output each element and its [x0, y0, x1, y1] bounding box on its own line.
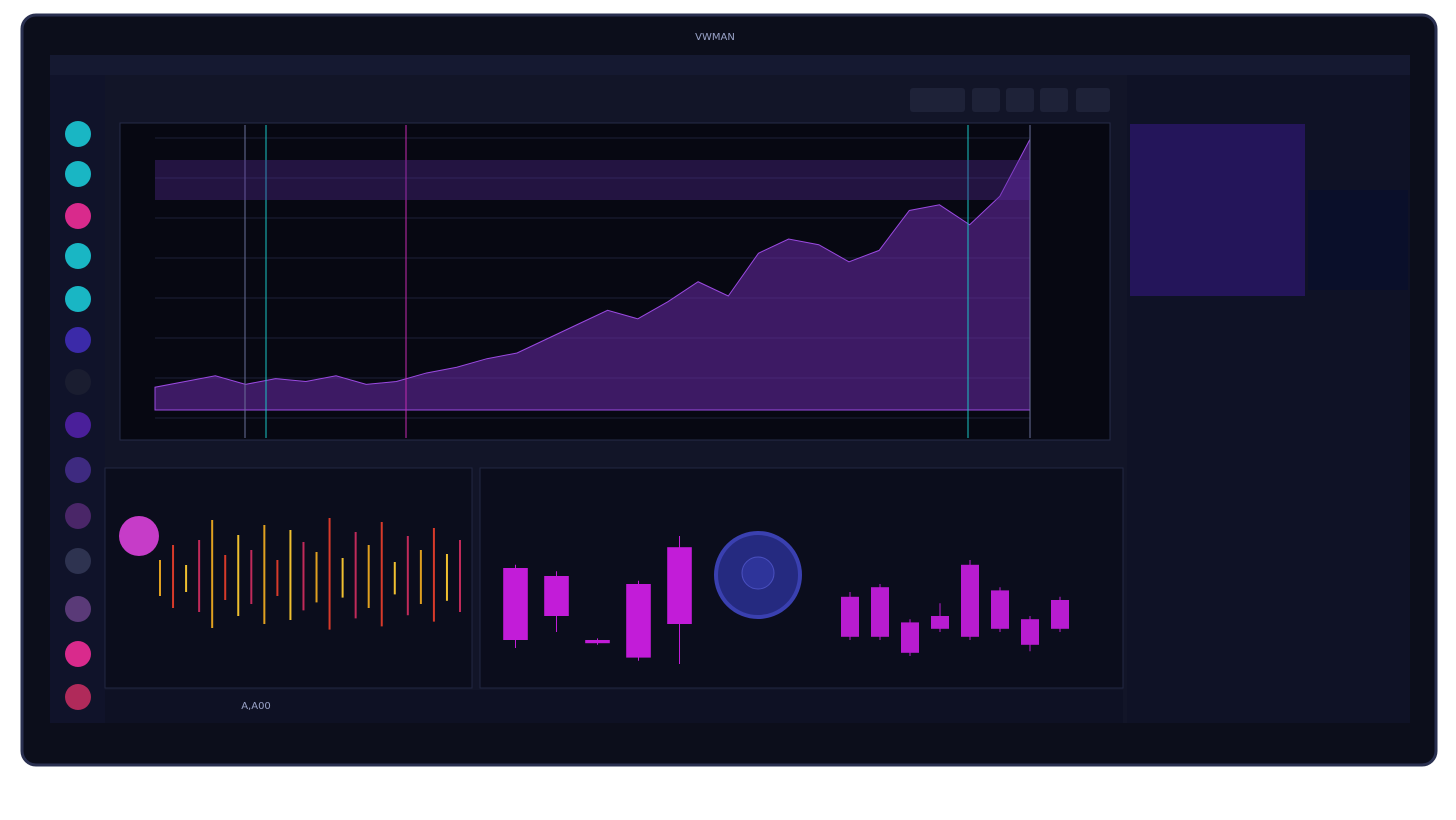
candle-body: [991, 590, 1009, 629]
tool-button[interactable]: [1040, 88, 1068, 112]
candle-body: [1051, 600, 1069, 629]
candle-body: [544, 576, 569, 616]
icon[interactable]: [65, 243, 91, 269]
candle-body: [585, 640, 610, 644]
status-value: A,A00: [241, 701, 271, 712]
tool-button[interactable]: [910, 88, 965, 112]
toolbar: [910, 88, 1110, 112]
gauge-center: [741, 556, 775, 590]
icon[interactable]: [65, 161, 91, 187]
candle-body: [667, 547, 692, 624]
sidebar-icons: [65, 121, 91, 710]
candle-body: [626, 584, 651, 658]
candle-body: [841, 596, 859, 637]
icon[interactable]: [65, 121, 91, 147]
candle-body: [931, 616, 949, 629]
candle-body: [961, 564, 979, 637]
volume-band: [155, 160, 1030, 200]
mini-bars-panel: [1308, 190, 1408, 290]
mini-chart-panel: [1130, 124, 1305, 296]
title: VWMAN: [695, 32, 735, 43]
tool-button[interactable]: [1006, 88, 1034, 112]
icon[interactable]: [65, 369, 91, 395]
candle-body: [901, 622, 919, 653]
icon[interactable]: [65, 457, 91, 483]
tool-button[interactable]: [972, 88, 1000, 112]
candle-body: [1021, 619, 1039, 645]
icon[interactable]: [65, 203, 91, 229]
icon[interactable]: [65, 684, 91, 710]
candle-body: [871, 587, 889, 637]
status-bar: [105, 690, 1123, 723]
spectrum-panel: [104, 467, 473, 689]
indicator-dot: [119, 516, 159, 556]
icon[interactable]: [65, 327, 91, 353]
icon[interactable]: [65, 596, 91, 622]
icon[interactable]: [65, 503, 91, 529]
icon[interactable]: [65, 412, 91, 438]
top-bar: [50, 55, 1410, 75]
icon[interactable]: [65, 641, 91, 667]
price-area: [154, 139, 1031, 411]
candle-body: [503, 568, 528, 640]
icon[interactable]: [65, 286, 91, 312]
icon[interactable]: [65, 548, 91, 574]
tool-button[interactable]: [1076, 88, 1110, 112]
